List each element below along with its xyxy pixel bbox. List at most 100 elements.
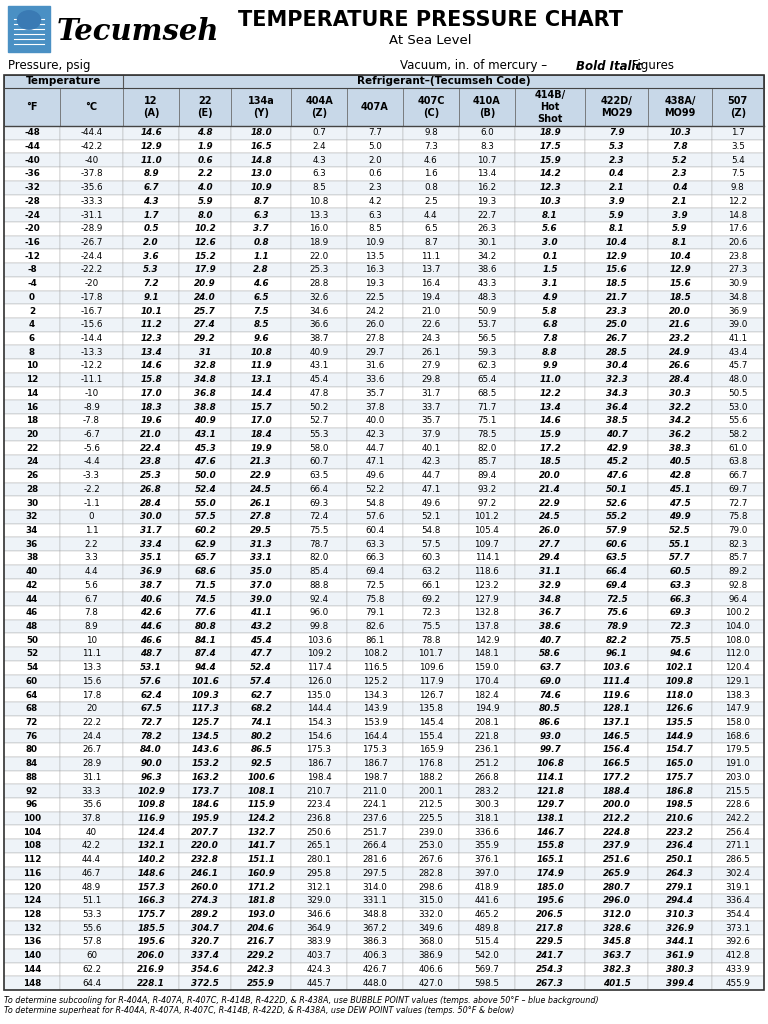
Bar bbox=[459, 688, 515, 702]
Text: 241.7: 241.7 bbox=[536, 951, 564, 961]
Bar bbox=[179, 757, 231, 771]
Bar bbox=[648, 291, 712, 304]
Text: 132.8: 132.8 bbox=[475, 608, 499, 617]
Text: 16.2: 16.2 bbox=[478, 183, 496, 193]
Bar bbox=[4, 304, 60, 318]
Bar bbox=[123, 400, 179, 414]
Text: 143.9: 143.9 bbox=[362, 705, 387, 714]
Bar bbox=[712, 250, 764, 263]
Bar bbox=[712, 660, 764, 675]
Bar bbox=[123, 812, 179, 825]
Bar bbox=[459, 935, 515, 949]
Bar bbox=[648, 784, 712, 798]
Text: 15.9: 15.9 bbox=[539, 430, 561, 439]
Bar bbox=[347, 291, 403, 304]
Bar bbox=[712, 935, 764, 949]
Bar bbox=[515, 276, 585, 291]
Bar bbox=[179, 812, 231, 825]
Text: 144.9: 144.9 bbox=[666, 732, 694, 740]
Text: 304.7: 304.7 bbox=[191, 924, 219, 933]
Text: 418.9: 418.9 bbox=[475, 883, 499, 892]
Bar bbox=[459, 702, 515, 716]
Bar bbox=[459, 345, 515, 359]
Text: 57.8: 57.8 bbox=[82, 938, 101, 946]
Text: 7.8: 7.8 bbox=[542, 334, 558, 343]
Text: 2.1: 2.1 bbox=[609, 183, 624, 193]
Bar bbox=[4, 154, 60, 167]
Text: 166.3: 166.3 bbox=[137, 896, 165, 905]
Text: 140.2: 140.2 bbox=[137, 855, 165, 864]
Bar bbox=[459, 373, 515, 387]
Bar bbox=[291, 250, 347, 263]
Text: 11.1: 11.1 bbox=[82, 649, 101, 658]
Bar bbox=[648, 976, 712, 990]
Bar bbox=[291, 976, 347, 990]
Bar bbox=[347, 647, 403, 660]
Bar bbox=[4, 647, 60, 660]
Text: 250.6: 250.6 bbox=[306, 827, 332, 837]
Bar bbox=[60, 907, 123, 922]
Bar bbox=[123, 716, 179, 729]
Text: 124.2: 124.2 bbox=[247, 814, 275, 823]
Bar bbox=[291, 894, 347, 907]
Text: 9.8: 9.8 bbox=[424, 128, 438, 137]
Text: 10.4: 10.4 bbox=[669, 252, 691, 261]
Bar bbox=[60, 359, 123, 373]
Text: 422D/
MO29: 422D/ MO29 bbox=[601, 96, 633, 118]
Bar bbox=[648, 825, 712, 839]
Text: -14.4: -14.4 bbox=[81, 334, 103, 343]
Bar bbox=[712, 428, 764, 441]
Bar bbox=[123, 154, 179, 167]
Text: 118.0: 118.0 bbox=[666, 690, 694, 699]
Text: 120: 120 bbox=[23, 883, 41, 892]
Text: 410A
(B): 410A (B) bbox=[473, 96, 501, 118]
Bar bbox=[179, 894, 231, 907]
Text: 33.3: 33.3 bbox=[82, 786, 101, 796]
Text: 50.9: 50.9 bbox=[477, 306, 497, 315]
Text: 52.1: 52.1 bbox=[422, 512, 441, 521]
Text: 151.1: 151.1 bbox=[247, 855, 275, 864]
Bar bbox=[459, 263, 515, 276]
Text: 198.4: 198.4 bbox=[306, 773, 331, 782]
Bar bbox=[648, 771, 712, 784]
Text: 5.9: 5.9 bbox=[197, 197, 213, 206]
Bar bbox=[60, 400, 123, 414]
Bar bbox=[291, 523, 347, 538]
Text: 14.8: 14.8 bbox=[728, 211, 747, 219]
Text: 40.9: 40.9 bbox=[310, 348, 329, 356]
Bar bbox=[123, 441, 179, 455]
Bar bbox=[4, 634, 60, 647]
Text: 0: 0 bbox=[29, 293, 35, 302]
Text: 96.0: 96.0 bbox=[310, 608, 329, 617]
Text: 47.5: 47.5 bbox=[669, 499, 691, 508]
Text: 465.2: 465.2 bbox=[475, 910, 499, 920]
Bar bbox=[179, 167, 231, 181]
Bar bbox=[123, 976, 179, 990]
Text: 274.3: 274.3 bbox=[191, 896, 219, 905]
Bar bbox=[4, 757, 60, 771]
Bar bbox=[648, 263, 712, 276]
Bar bbox=[403, 866, 459, 881]
Text: 266.8: 266.8 bbox=[475, 773, 499, 782]
Text: 53.1: 53.1 bbox=[141, 664, 162, 672]
Bar bbox=[231, 592, 291, 606]
Bar bbox=[4, 963, 60, 976]
Bar bbox=[515, 373, 585, 387]
Text: 13.5: 13.5 bbox=[366, 252, 385, 261]
Text: 18.3: 18.3 bbox=[141, 402, 162, 412]
Bar bbox=[347, 881, 403, 894]
Text: 109.3: 109.3 bbox=[191, 690, 219, 699]
Text: 72.3: 72.3 bbox=[422, 608, 441, 617]
Text: 80.2: 80.2 bbox=[250, 732, 272, 740]
Bar bbox=[459, 304, 515, 318]
Text: 271.1: 271.1 bbox=[726, 842, 750, 851]
Text: Figures: Figures bbox=[628, 59, 674, 73]
Bar bbox=[515, 304, 585, 318]
Text: 125.7: 125.7 bbox=[191, 718, 219, 727]
Bar bbox=[347, 620, 403, 634]
Bar bbox=[60, 675, 123, 688]
Bar bbox=[4, 839, 60, 853]
Bar bbox=[231, 304, 291, 318]
Text: 35.0: 35.0 bbox=[250, 567, 272, 577]
Text: 69.2: 69.2 bbox=[422, 595, 441, 603]
